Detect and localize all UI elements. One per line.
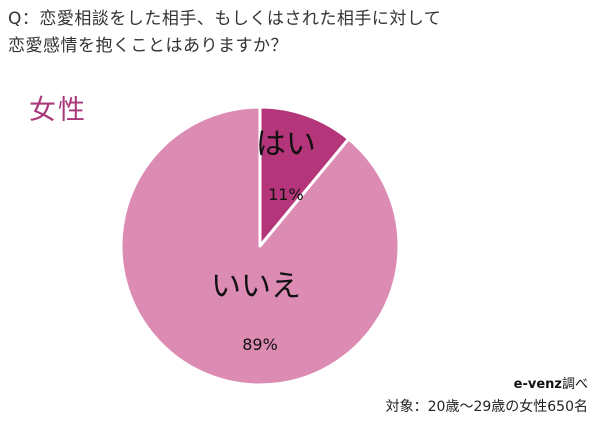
subject-label: 女性	[29, 95, 87, 126]
question-text: Q：恋愛相談をした相手、もしくはされた相手に対して 恋愛感情を抱くことはあります…	[8, 6, 598, 60]
source-suffix: 調べ	[561, 377, 588, 392]
pie-slice-2-value-label: 89%	[242, 335, 278, 354]
pie-slice-1	[258, 105, 351, 248]
question-line-2: 恋愛感情を抱くことはありますか？	[8, 36, 288, 56]
pie-slice-1-value-label: 11%	[268, 185, 304, 204]
source-brand: e-venz	[513, 377, 562, 392]
question-line-1: Q：恋愛相談をした相手、もしくはされた相手に対して	[8, 9, 442, 29]
source-credit: e-venz調べ	[514, 373, 588, 392]
pie-slice-1-label: はい	[256, 127, 316, 162]
pie-slice-2-label: いいえ	[211, 269, 301, 304]
survey-target-note: 対象：20歳〜29歳の女性650名	[385, 399, 588, 415]
pie-slice-2	[119, 105, 401, 387]
